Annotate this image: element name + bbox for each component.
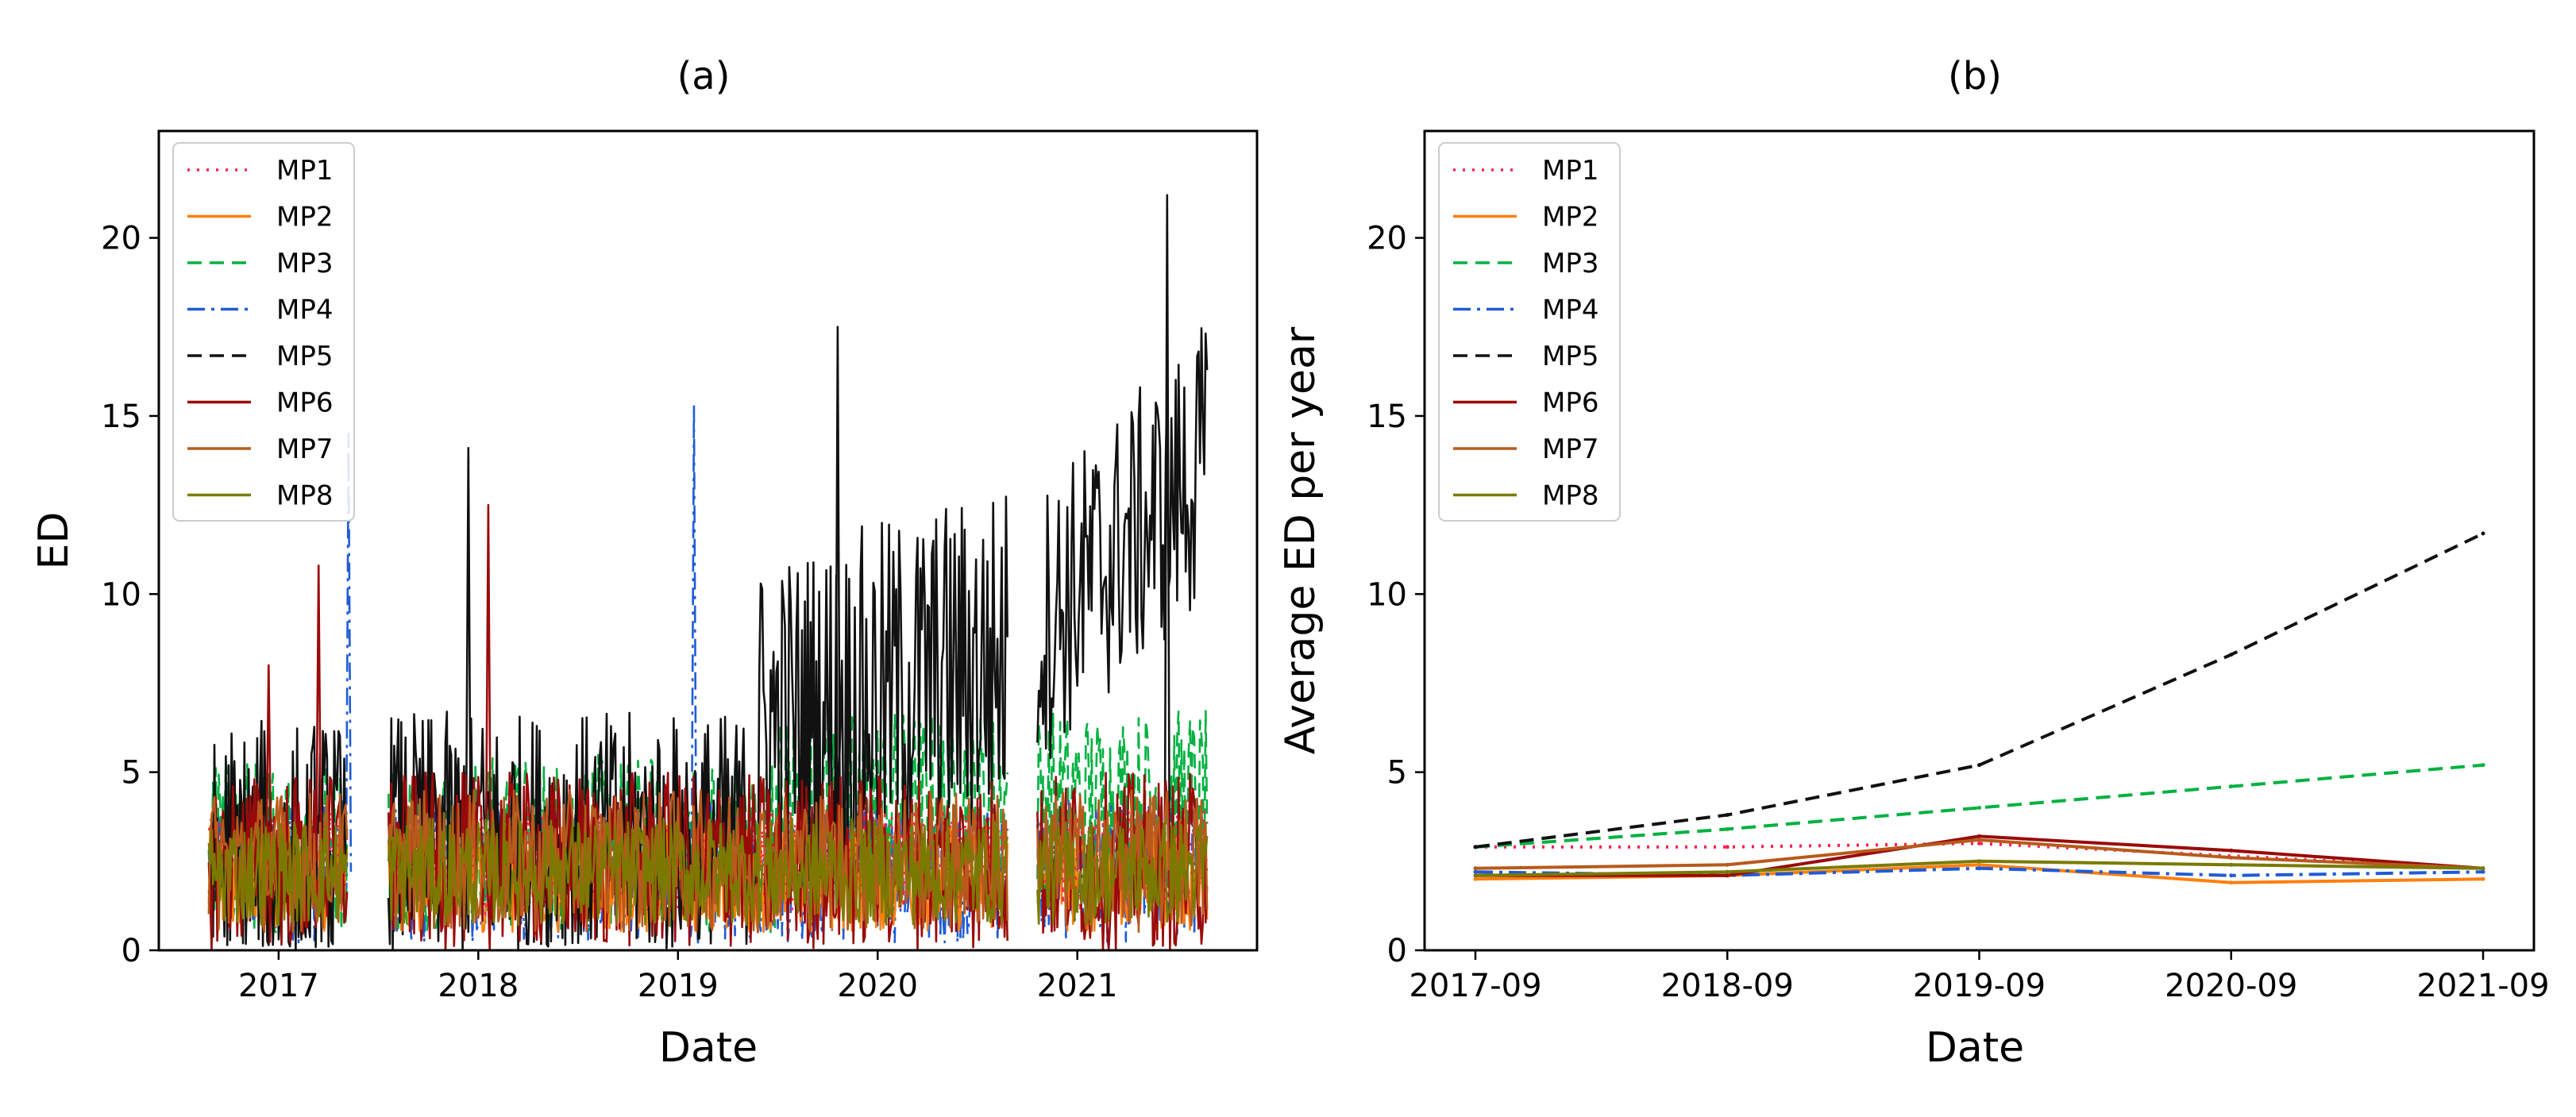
panel-b-legend-label-mp5: MP5 xyxy=(1542,341,1598,372)
panel-a-xtick-label: 2019 xyxy=(638,968,719,1004)
panel-a-legend-label-mp4: MP4 xyxy=(276,295,333,326)
panel-a-ytick-label: 5 xyxy=(121,755,141,792)
panel-b-xtick-label: 2017-09 xyxy=(1409,968,1541,1004)
panel-b-legend-label-mp8: MP8 xyxy=(1542,480,1598,512)
panel-b-point-mp7 xyxy=(1473,866,1478,871)
panel-b-point-mp7 xyxy=(1725,862,1730,867)
panel-b-point-mp5 xyxy=(1977,763,1981,768)
panel-b-point-mp1 xyxy=(1725,845,1730,849)
panel-a-ytick-label: 20 xyxy=(101,221,141,257)
panel-a-ylabel: ED xyxy=(30,512,78,570)
panel-a-legend-label-mp1: MP1 xyxy=(276,155,333,187)
panel-b-legend-label-mp3: MP3 xyxy=(1542,248,1598,279)
panel-b-xtick-label: 2019-09 xyxy=(1913,968,2046,1004)
panel-a-series-mp8 xyxy=(207,817,1209,926)
panel-b-point-mp2 xyxy=(2229,880,2234,885)
panel-a-xtick-label: 2021 xyxy=(1037,968,1118,1004)
panel-b-point-mp8 xyxy=(1725,869,1730,874)
panel-b-point-mp2 xyxy=(2481,876,2485,881)
panel-b-xlabel: Date xyxy=(1926,1024,2024,1072)
panel-b-point-mp7 xyxy=(2229,855,2234,860)
panel-b-point-mp6 xyxy=(2229,848,2234,853)
panel-b-point-mp7 xyxy=(1977,838,1981,842)
panel-b-point-mp5 xyxy=(2229,653,2234,657)
panel-b-point-mp8 xyxy=(1977,859,1981,864)
panel-a-legend-box xyxy=(172,142,355,522)
panel-b-point-mp4 xyxy=(2481,869,2485,874)
panel-b-legend-label-mp7: MP7 xyxy=(1542,433,1598,465)
panel-b-series-mp1 xyxy=(1475,842,2484,870)
panel-b-ytick-label: 15 xyxy=(1367,399,1407,435)
panel-a-legend-label-mp7: MP7 xyxy=(276,433,333,465)
panel-a-xtick-label: 2017 xyxy=(238,968,319,1004)
panel-b-point-mp6 xyxy=(1725,873,1730,878)
panel-b-point-mp8 xyxy=(1473,873,1478,878)
panel-b-ytick-label: 5 xyxy=(1387,755,1407,792)
panel-b-point-mp3 xyxy=(1725,826,1730,831)
panel-b-ytick-label: 20 xyxy=(1367,221,1407,257)
panel-b-series-mp3 xyxy=(1475,763,2484,849)
panel-b-ytick-label: 0 xyxy=(1387,933,1407,969)
panel-b-ytick-label: 10 xyxy=(1367,576,1407,613)
panel-a-legend: MP1 MP2 MP3 MP4 MP5 MP6 MP7 MP8 xyxy=(172,142,355,522)
panel-a: (a) 0 5 10 15 20 2017 2018 2019 2020 2021 Date ED… xyxy=(30,54,1259,1072)
panel-b-point-mp5 xyxy=(1473,845,1478,849)
panel-b-point-mp4 xyxy=(1473,869,1478,874)
panel-a-ytick-label: 0 xyxy=(121,933,141,969)
panel-b-plot-frame xyxy=(1423,129,2536,952)
panel-b-xtick-label: 2021-09 xyxy=(2416,968,2549,1004)
panel-b-point-mp2 xyxy=(1977,862,1981,867)
panel-b-point-mp4 xyxy=(2229,873,2234,878)
panel-b-legend-label-mp1: MP1 xyxy=(1542,155,1598,187)
panel-b-ylabel: Average ED per year xyxy=(1277,326,1325,754)
panel-a-legend-label-mp3: MP3 xyxy=(276,248,333,279)
panel-a-title: (a) xyxy=(677,54,731,98)
panel-b-point-mp2 xyxy=(1473,876,1478,881)
panel-b-title: (b) xyxy=(1948,54,2002,98)
panel-b-series-mp5 xyxy=(1475,532,2484,849)
panel-b-legend: MP1 MP2 MP3 MP4 MP5 MP6 MP7 MP8 xyxy=(1438,142,1621,522)
panel-a-legend-label-mp2: MP2 xyxy=(276,202,333,233)
panel-a-ytick-label: 10 xyxy=(101,576,141,613)
panel-a-plot-frame xyxy=(157,129,1259,952)
panel-a-ytick-label: 15 xyxy=(101,399,141,435)
panel-b-point-mp8 xyxy=(2481,866,2485,871)
panel-a-legend-label-mp5: MP5 xyxy=(276,341,333,372)
panel-b-point-mp3 xyxy=(1977,806,1981,811)
panel-b-point-mp1 xyxy=(1977,841,1981,845)
panel-b-point-mp5 xyxy=(1725,812,1730,817)
panel-a-xtick-label: 2020 xyxy=(837,968,918,1004)
panel-a-legend-label-mp6: MP6 xyxy=(276,387,333,419)
panel-b-legend-label-mp4: MP4 xyxy=(1542,295,1598,326)
panel-b-point-mp3 xyxy=(2481,763,2485,768)
panel-b-point-mp3 xyxy=(2229,784,2234,789)
panel-b-point-mp6 xyxy=(1977,834,1981,838)
panel-b-point-mp4 xyxy=(1977,866,1981,871)
panel-b-xtick-label: 2018-09 xyxy=(1661,968,1794,1004)
panel-b-point-mp5 xyxy=(2481,531,2485,536)
panel-a-legend-label-mp8: MP8 xyxy=(276,480,333,512)
panel-a-xlabel: Date xyxy=(659,1024,758,1072)
panel-a-xtick-label: 2018 xyxy=(438,968,519,1004)
panel-b-xtick-label: 2020-09 xyxy=(2165,968,2297,1004)
panel-b-legend-label-mp2: MP2 xyxy=(1542,202,1598,233)
panel-b-legend-box xyxy=(1438,142,1621,522)
panel-b: (b) 0 5 10 15 20 2017-09 2018-09 2019-09 2020-09… xyxy=(1277,54,2550,1072)
panel-b-legend-label-mp6: MP6 xyxy=(1542,387,1598,419)
panel-b-point-mp8 xyxy=(2229,862,2234,867)
